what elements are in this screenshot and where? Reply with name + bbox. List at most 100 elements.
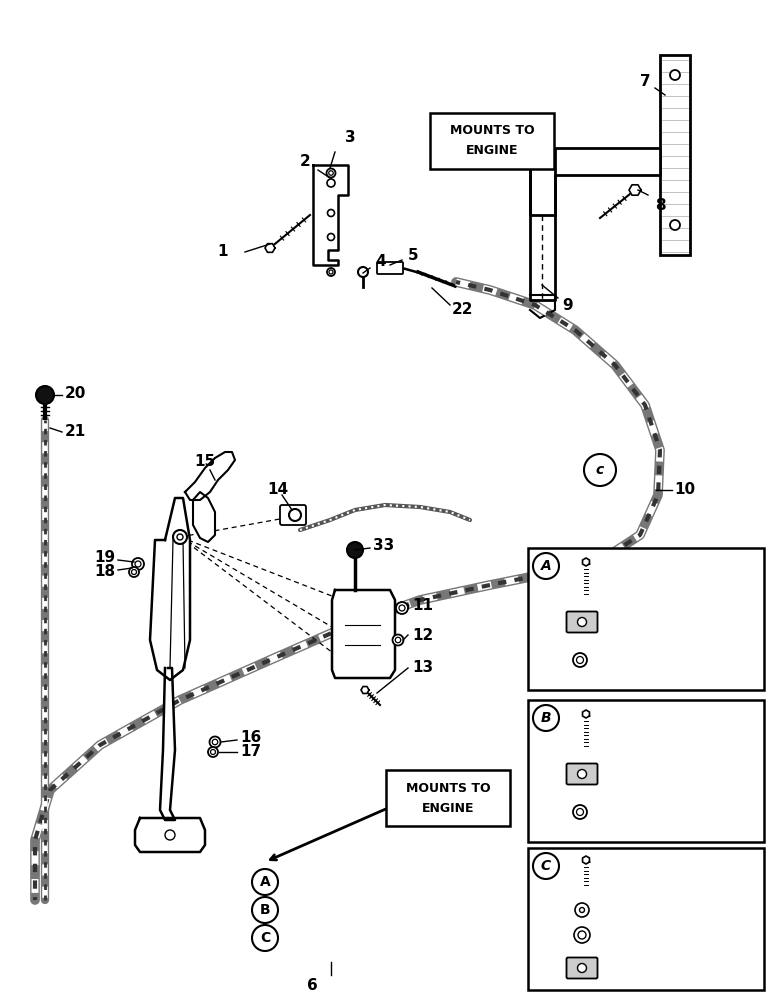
Circle shape [173, 530, 187, 544]
Text: 18: 18 [94, 564, 115, 580]
Polygon shape [265, 244, 275, 252]
Circle shape [575, 903, 589, 917]
Bar [528, 848, 764, 990]
Text: 1: 1 [218, 244, 228, 259]
Text: 26: 26 [686, 768, 707, 784]
Bar [528, 548, 764, 690]
Text: B: B [540, 711, 551, 725]
Text: A: A [259, 875, 270, 889]
Circle shape [395, 637, 401, 643]
FancyBboxPatch shape [567, 958, 598, 978]
Text: ENGINE: ENGINE [466, 144, 518, 157]
Text: 11: 11 [412, 597, 433, 612]
Circle shape [135, 561, 141, 567]
Circle shape [329, 270, 333, 274]
Text: 7: 7 [640, 75, 650, 90]
Text: ENGINE: ENGINE [422, 802, 474, 814]
Text: C: C [260, 931, 270, 945]
Polygon shape [193, 492, 215, 542]
Polygon shape [332, 590, 395, 678]
Text: 30: 30 [686, 862, 707, 878]
Text: B: B [259, 903, 270, 917]
Text: 16: 16 [240, 730, 261, 746]
Text: 14: 14 [267, 483, 289, 497]
Circle shape [577, 617, 587, 626]
Polygon shape [629, 185, 641, 195]
Circle shape [574, 927, 590, 943]
Circle shape [131, 570, 137, 574]
Circle shape [533, 705, 559, 731]
Text: MOUNTS TO: MOUNTS TO [406, 782, 490, 794]
Text: 3: 3 [344, 130, 355, 145]
Text: 22: 22 [452, 302, 473, 318]
Circle shape [327, 268, 335, 276]
Polygon shape [361, 687, 369, 693]
Text: 20: 20 [65, 385, 86, 400]
Text: 9: 9 [562, 298, 573, 312]
Circle shape [399, 605, 405, 611]
Circle shape [573, 805, 587, 819]
Circle shape [327, 179, 335, 187]
Circle shape [327, 210, 334, 217]
Circle shape [208, 747, 218, 757]
Circle shape [177, 534, 183, 540]
Text: 19: 19 [94, 550, 115, 566]
FancyBboxPatch shape [430, 113, 554, 169]
Text: 8: 8 [655, 198, 665, 213]
Text: 32: 32 [686, 928, 707, 944]
Circle shape [670, 220, 680, 230]
Circle shape [211, 750, 215, 754]
Circle shape [252, 869, 278, 895]
Circle shape [670, 70, 680, 80]
FancyBboxPatch shape [567, 764, 598, 784]
Text: 23: 23 [686, 564, 707, 580]
FancyBboxPatch shape [377, 262, 403, 274]
FancyBboxPatch shape [567, 611, 598, 633]
Text: 21: 21 [65, 424, 86, 440]
Circle shape [533, 553, 559, 579]
Text: 24: 24 [686, 616, 707, 632]
Circle shape [329, 171, 334, 175]
Circle shape [165, 830, 175, 840]
Bar [660, 55, 690, 255]
Circle shape [347, 542, 363, 558]
Circle shape [252, 925, 278, 951]
Text: 12: 12 [412, 628, 433, 643]
Text: 28: 28 [686, 806, 707, 822]
Circle shape [573, 653, 587, 667]
Circle shape [327, 168, 336, 178]
Text: 15: 15 [195, 454, 215, 470]
Polygon shape [135, 818, 205, 852]
Circle shape [577, 770, 587, 778]
Text: 4: 4 [375, 254, 386, 269]
Circle shape [578, 931, 586, 939]
Polygon shape [583, 856, 590, 864]
Text: A: A [540, 559, 551, 573]
Text: 13: 13 [412, 660, 433, 676]
Circle shape [212, 739, 218, 745]
Text: 33: 33 [373, 538, 394, 552]
Circle shape [577, 964, 587, 972]
Text: 10: 10 [674, 483, 695, 497]
Circle shape [392, 635, 404, 646]
Circle shape [396, 602, 408, 614]
Polygon shape [583, 558, 590, 566]
Circle shape [580, 908, 584, 912]
Text: MOUNTS TO: MOUNTS TO [449, 124, 534, 137]
Circle shape [577, 656, 584, 664]
Text: 27: 27 [686, 716, 707, 732]
Polygon shape [150, 498, 190, 680]
Circle shape [252, 897, 278, 923]
Text: 31: 31 [686, 904, 707, 918]
Text: 17: 17 [240, 744, 261, 760]
Circle shape [358, 267, 368, 277]
FancyBboxPatch shape [386, 770, 510, 826]
Text: 25: 25 [686, 654, 707, 670]
Circle shape [132, 558, 144, 570]
Circle shape [129, 567, 139, 577]
Bar [528, 700, 764, 842]
Text: 6: 6 [307, 978, 318, 992]
FancyBboxPatch shape [280, 505, 306, 525]
Circle shape [533, 853, 559, 879]
Text: c: c [596, 463, 604, 477]
